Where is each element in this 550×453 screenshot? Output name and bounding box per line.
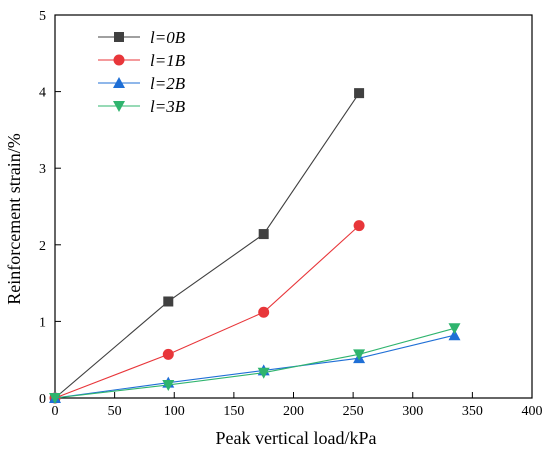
x-tick-label: 300 xyxy=(402,404,423,419)
legend-label: l=2B xyxy=(150,74,186,93)
legend-label: l=1B xyxy=(150,51,186,70)
legend-item: l=3B xyxy=(98,97,186,116)
data-point xyxy=(258,306,270,318)
axis-ticks xyxy=(54,14,533,399)
legend-marker xyxy=(113,77,125,88)
legend-item: l=2B xyxy=(98,74,186,93)
x-tick-label: 150 xyxy=(223,404,244,419)
data-point xyxy=(258,229,269,240)
data-point xyxy=(448,323,461,335)
x-tick-label: 250 xyxy=(343,404,364,419)
y-tick-label: 5 xyxy=(39,9,46,24)
x-tick-label: 200 xyxy=(283,404,304,419)
x-tick-label: 0 xyxy=(52,404,59,419)
data-point xyxy=(448,329,461,341)
legend-marker xyxy=(113,101,125,112)
plot-border xyxy=(54,14,533,399)
legend-item: l=0B xyxy=(98,28,186,47)
legend-marker xyxy=(114,32,124,42)
legend-marker xyxy=(113,54,125,66)
legend: l=0B l=1B l=2B l=3B xyxy=(98,28,186,116)
legend-label: l=3B xyxy=(150,97,186,116)
series-1 xyxy=(49,220,365,404)
y-tick-label: 3 xyxy=(39,162,46,177)
data-point xyxy=(162,348,174,360)
series-layer xyxy=(49,88,461,404)
plot-frame xyxy=(54,14,533,399)
axis-tick-labels: 0 50 100 150 200 250 300 350 400 0 1 2 3 4 5 xyxy=(39,9,543,419)
data-point xyxy=(163,296,174,307)
y-tick-label: 0 xyxy=(39,392,46,407)
data-point xyxy=(257,367,270,379)
data-point xyxy=(353,349,366,361)
series-0 xyxy=(50,88,365,403)
x-axis-label: Peak vertical load/kPa xyxy=(216,428,377,448)
y-tick-label: 2 xyxy=(39,239,46,254)
series-line xyxy=(54,327,455,399)
x-tick-label: 400 xyxy=(522,404,543,419)
data-point xyxy=(353,220,365,232)
legend-item: l=1B xyxy=(98,51,186,70)
x-tick-label: 100 xyxy=(164,404,185,419)
x-tick-label: 350 xyxy=(462,404,483,419)
x-tick-label: 50 xyxy=(108,404,122,419)
series-3 xyxy=(49,323,461,404)
legend-label: l=0B xyxy=(150,28,186,47)
y-axis-label: Reinforcement strain/% xyxy=(4,133,24,304)
data-point xyxy=(49,393,61,404)
y-tick-label: 1 xyxy=(39,315,46,330)
y-tick-label: 4 xyxy=(39,86,46,101)
series-line xyxy=(54,92,360,399)
series-line xyxy=(54,225,360,399)
data-point xyxy=(162,379,175,391)
data-point xyxy=(354,88,365,99)
